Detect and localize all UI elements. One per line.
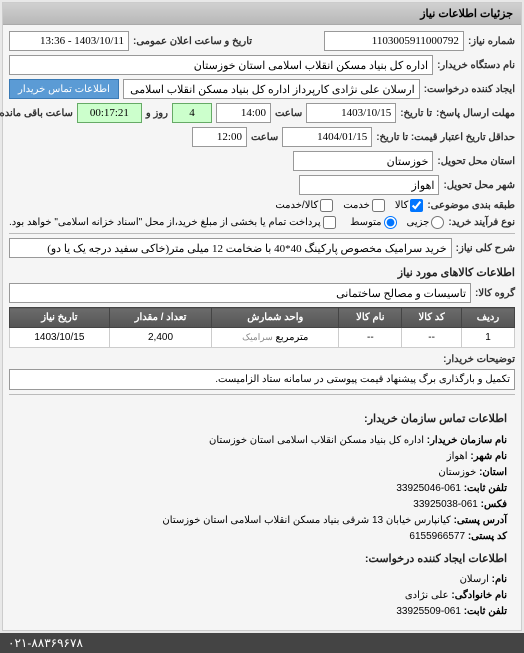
cat-both-label: کالا/خدمت — [275, 200, 318, 211]
creator-label: ایجاد کننده درخواست: — [424, 84, 515, 95]
c-city-label: نام شهر: — [470, 451, 507, 462]
cell-date: 1403/10/15 — [10, 328, 110, 348]
group-label: گروه کالا: — [475, 288, 515, 299]
purchase-type-label: نوع فرآیند خرید: — [448, 217, 515, 228]
contact-header: اطلاعات تماس سازمان خریدار: — [17, 411, 507, 429]
time-label-1: ساعت — [275, 108, 302, 119]
col-name: نام کالا — [339, 308, 402, 328]
pay-note-item[interactable]: پرداخت تمام یا بخشی از مبلغ خرید،از محل … — [9, 216, 336, 229]
need-no-label: شماره نیاز: — [468, 36, 515, 47]
c-addr-label: آدرس پستی: — [454, 515, 507, 526]
col-qty: تعداد / مقدار — [109, 308, 211, 328]
validity-date-field[interactable] — [282, 127, 372, 147]
cell-qty: 2,400 — [109, 328, 211, 348]
cat-khadamat-item[interactable]: خدمت — [343, 199, 385, 212]
pt-jozi-label: جزیی — [407, 217, 430, 228]
validity-label: حداقل تاریخ اعتبار قیمت: تا تاریخ: — [376, 132, 515, 143]
c-phone-label: تلفن ثابت: — [464, 483, 507, 494]
announce-label: تاریخ و ساعت اعلان عمومی: — [133, 36, 252, 47]
r-family: علی نژادی — [405, 590, 449, 601]
r-phone-label: تلفن ثابت: — [464, 606, 507, 617]
announce-field — [9, 31, 129, 51]
cat-both-checkbox[interactable] — [320, 199, 333, 212]
goods-header: اطلاعات کالاهای مورد نیاز — [9, 266, 515, 279]
cell-name: -- — [339, 328, 402, 348]
table-header-row: ردیف کد کالا نام کالا واحد شمارش تعداد /… — [10, 308, 515, 328]
city-field — [299, 175, 439, 195]
cell-unit-val: مترمربع — [276, 332, 309, 343]
col-code: کد کالا — [402, 308, 462, 328]
deadline-until-label: تا تاریخ: — [400, 108, 432, 119]
col-date: تاریخ نیاز — [10, 308, 110, 328]
creator-field — [123, 79, 420, 99]
cell-row: 1 — [461, 328, 514, 348]
cat-kala-checkbox[interactable] — [410, 199, 423, 212]
col-row: ردیف — [461, 308, 514, 328]
days-left-field — [172, 103, 212, 123]
buyer-notes-label: توضیحات خریدار: — [443, 354, 515, 365]
c-post: 6155966577 — [409, 531, 465, 542]
buyer-org-label: نام دستگاه خریدار: — [437, 60, 515, 71]
pay-note-label: پرداخت تمام یا بخشی از مبلغ خرید،از محل … — [9, 217, 321, 228]
form-body: شماره نیاز: تاریخ و ساعت اعلان عمومی: نا… — [3, 25, 521, 630]
table-row: 1 -- -- مترمربع سرامیک 2,400 1403/10/15 — [10, 328, 515, 348]
province-field — [293, 151, 433, 171]
time-left-label: ساعت باقی مانده — [0, 108, 73, 119]
deadline-time-field[interactable] — [216, 103, 271, 123]
need-no-field — [324, 31, 464, 51]
time-left-field — [77, 103, 142, 123]
time-label-2: ساعت — [251, 132, 278, 143]
cat-kala-label: کالا — [395, 200, 409, 211]
footer-phone-bar: ۰۲۱-۸۸۳۶۹۶۷۸ — [0, 633, 524, 653]
cat-both-item[interactable]: کالا/خدمت — [275, 199, 333, 212]
c-phone: 061-33925046 — [396, 483, 461, 494]
need-details-panel: جزئیات اطلاعات نیاز شماره نیاز: تاریخ و … — [2, 2, 522, 631]
desc-field — [9, 238, 452, 258]
panel-header: جزئیات اطلاعات نیاز — [3, 3, 521, 25]
cat-khadamat-checkbox[interactable] — [372, 199, 385, 212]
deadline-label: مهلت ارسال پاسخ: — [436, 108, 515, 119]
pt-jozi-item[interactable]: جزیی — [407, 216, 445, 229]
c-org: اداره کل بنیاد مسکن انقلاب اسلامی استان … — [209, 435, 424, 446]
buyer-notes-box: تکمیل و بارگذاری برگ پیشنهاد قیمت پیوستی… — [9, 369, 515, 390]
cat-kala-item[interactable]: کالا — [395, 199, 424, 212]
validity-time-field[interactable] — [192, 127, 247, 147]
c-addr: کیانپارس خیابان 13 شرقی بنیاد مسکن انقلا… — [162, 515, 450, 526]
pt-motevaset-radio[interactable] — [384, 216, 397, 229]
desc-label: شرح کلی نیاز: — [456, 243, 515, 254]
pay-note-checkbox[interactable] — [323, 216, 336, 229]
c-org-label: نام سازمان خریدار: — [427, 435, 507, 446]
pt-motevaset-item[interactable]: متوسط — [350, 216, 396, 229]
r-phone: 061-33925509 — [396, 606, 461, 617]
col-unit: واحد شمارش — [212, 308, 339, 328]
org-contact-block: اطلاعات تماس سازمان خریدار: نام سازمان خ… — [9, 399, 515, 624]
days-label: روز و — [146, 108, 168, 119]
c-fax: 061-33925038 — [413, 499, 478, 510]
category-label: طبقه بندی موضوعی: — [427, 200, 515, 211]
r-family-label: نام خانوادگی: — [451, 590, 507, 601]
deadline-date-field[interactable] — [306, 103, 396, 123]
cell-unit-extra: سرامیک — [242, 332, 273, 342]
c-fax-label: فکس: — [481, 499, 507, 510]
pt-jozi-radio[interactable] — [431, 216, 444, 229]
contact-info-button[interactable]: اطلاعات تماس خریدار — [9, 79, 119, 99]
group-field — [9, 283, 471, 303]
purchase-type-group: جزیی متوسط — [350, 216, 444, 229]
c-post-label: کد پستی: — [468, 531, 507, 542]
goods-table: ردیف کد کالا نام کالا واحد شمارش تعداد /… — [9, 307, 515, 348]
c-province-label: استان: — [479, 467, 507, 478]
req-creator-header: اطلاعات ایجاد کننده درخواست: — [17, 551, 507, 569]
province-label: استان محل تحویل: — [437, 156, 515, 167]
buyer-org-field — [9, 55, 433, 75]
city-label: شهر محل تحویل: — [443, 180, 515, 191]
category-group: کالا خدمت کالا/خدمت — [275, 199, 423, 212]
c-city: اهواز — [447, 451, 468, 462]
pt-motevaset-label: متوسط — [350, 217, 381, 228]
c-province: خوزستان — [438, 467, 476, 478]
cell-unit: مترمربع سرامیک — [212, 328, 339, 348]
cat-khadamat-label: خدمت — [343, 200, 370, 211]
cell-code: -- — [402, 328, 462, 348]
footer-phone: ۰۲۱-۸۸۳۶۹۶۷۸ — [8, 636, 83, 650]
panel-title: جزئیات اطلاعات نیاز — [420, 8, 513, 20]
